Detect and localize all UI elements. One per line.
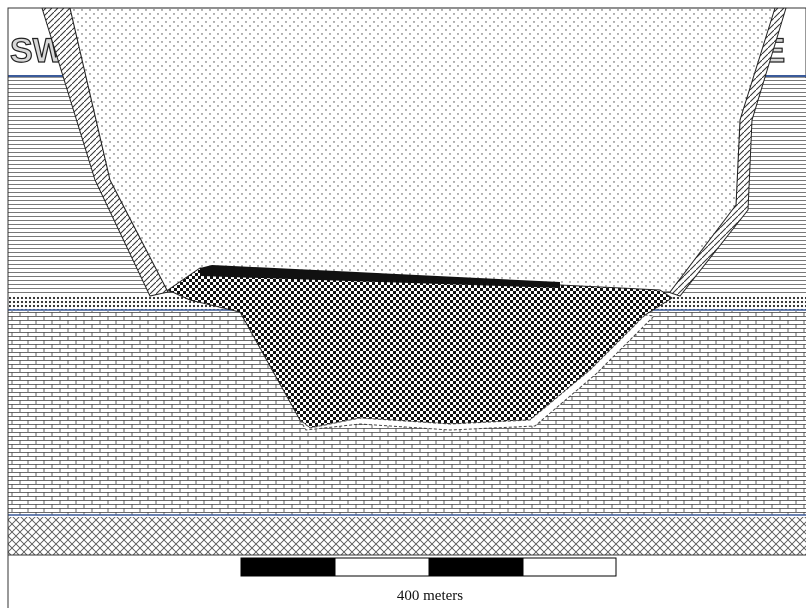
- scale-segment: [335, 558, 429, 576]
- scale-segment: [429, 558, 523, 576]
- layer-base: [8, 517, 806, 555]
- scale-segment: [241, 558, 335, 576]
- pit-fill: [58, 8, 775, 292]
- scale-label: 400 meters: [397, 588, 463, 604]
- scale-segment: [523, 558, 616, 576]
- page: {"labels": {"left": "SW", "right": "NE"}…: [0, 0, 806, 608]
- cross-section: SW NE 400 meters: [0, 0, 806, 608]
